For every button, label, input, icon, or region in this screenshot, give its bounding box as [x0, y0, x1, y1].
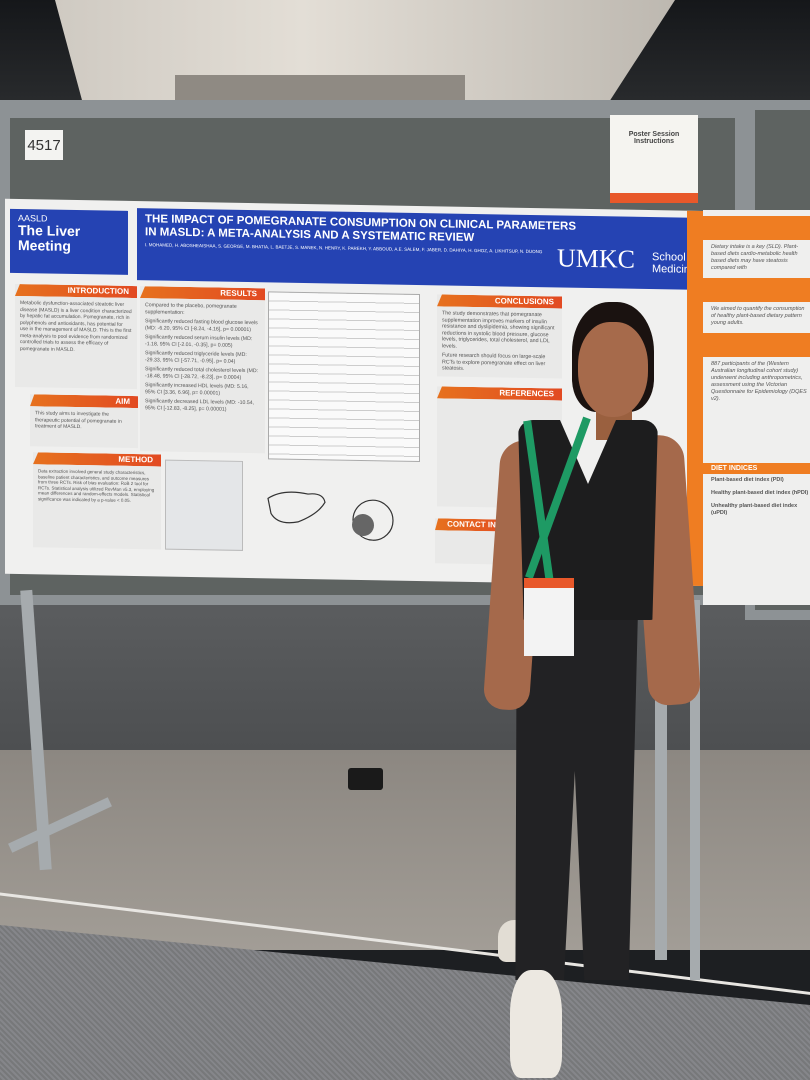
umkc-logo: UMKC	[557, 243, 636, 274]
board-leg	[690, 600, 700, 980]
forest-plots	[268, 291, 420, 463]
logo-event: The Liver Meeting	[18, 222, 81, 254]
face	[578, 322, 648, 417]
result-item: Significantly reduced serum insulin leve…	[145, 334, 253, 349]
pomegranate-seeds	[352, 514, 374, 537]
introduction-heading: INTRODUCTION	[15, 284, 137, 298]
method-section: METHOD Data extraction involved general …	[33, 452, 161, 550]
conclusions-section: CONCLUSIONS The study demonstrates that …	[437, 294, 562, 379]
results-intro: Compared to the placebo, pomegranate sup…	[145, 302, 237, 316]
phone-on-floor	[348, 768, 383, 790]
diet-indices-heading: DIET INDICES	[703, 463, 810, 474]
pomegranate-drawing	[352, 499, 394, 541]
result-item: Significantly reduced triglyceride level…	[145, 350, 247, 365]
conclusion-item: The study demonstrates that pomegranate …	[442, 310, 555, 350]
references-heading: REFERENCES	[437, 386, 562, 400]
neighbor-heading-bar	[703, 216, 810, 240]
conclusion-item: Future research should focus on large-sc…	[442, 352, 546, 372]
name-badge	[524, 578, 574, 656]
aim-text: This study aims to investigate the thera…	[35, 410, 122, 431]
diet-item: Unhealthy plant-based diet index (uPDI)	[711, 503, 798, 516]
result-item: Significantly reduced total cholesterol …	[145, 366, 259, 381]
neighbor-poster: Dietary intake is a key (SLD). Plant-bas…	[703, 210, 810, 605]
introduction-section: INTRODUCTION Metabolic dysfunction-assoc…	[15, 283, 137, 390]
result-item: Significantly reduced fasting blood gluc…	[145, 318, 258, 333]
prisma-flowchart	[165, 459, 243, 551]
aim-section: AIM This study aims to investigate the t…	[30, 394, 138, 449]
result-item: Significantly increased HDL levels (MD: …	[145, 382, 249, 397]
board-number: 4517	[25, 130, 63, 160]
aasld-logo: AASLD The Liver Meeting	[10, 208, 128, 275]
conclusions-heading: CONCLUSIONS	[437, 294, 562, 308]
research-poster: AASLD The Liver Meeting THE IMPACT OF PO…	[5, 198, 717, 587]
aim-heading: AIM	[30, 394, 138, 408]
right-shoe	[510, 970, 562, 1078]
poster-header: THE IMPACT OF POMEGRANATE CONSUMPTION ON…	[137, 208, 707, 291]
introduction-text: Metabolic dysfunction-associated steatot…	[20, 300, 132, 353]
poster-title: THE IMPACT OF POMEGRANATE CONSUMPTION ON…	[145, 213, 577, 244]
neighbor-text: 887 participants of the (Western Austral…	[711, 361, 807, 402]
neighbor-heading-bar	[703, 278, 810, 302]
poster-session-instructions: Poster Session Instructions	[610, 115, 698, 203]
concrete-floor	[0, 750, 810, 950]
neighbor-text: We aimed to quantify the consumption of …	[711, 306, 805, 326]
results-heading: RESULTS	[140, 286, 265, 300]
result-item: Significantly decreased LDL levels (MD: …	[145, 398, 255, 413]
instructions-title: Poster Session Instructions	[628, 131, 680, 145]
diet-item: Healthy plant-based diet index (hPDI)	[711, 490, 809, 496]
method-heading: METHOD	[33, 452, 161, 466]
neighbor-text: Dietary intake is a key (SLD). Plant-bas…	[711, 244, 799, 271]
diet-item: Plant-based diet index (PDI)	[711, 477, 784, 483]
liver-pomegranate-illustration	[267, 491, 394, 541]
results-section: RESULTS Compared to the placebo, pomegra…	[140, 286, 265, 454]
liver-drawing	[267, 491, 326, 524]
neighbor-heading-bar	[703, 333, 810, 357]
method-text: Data extraction involved general study c…	[38, 468, 155, 503]
